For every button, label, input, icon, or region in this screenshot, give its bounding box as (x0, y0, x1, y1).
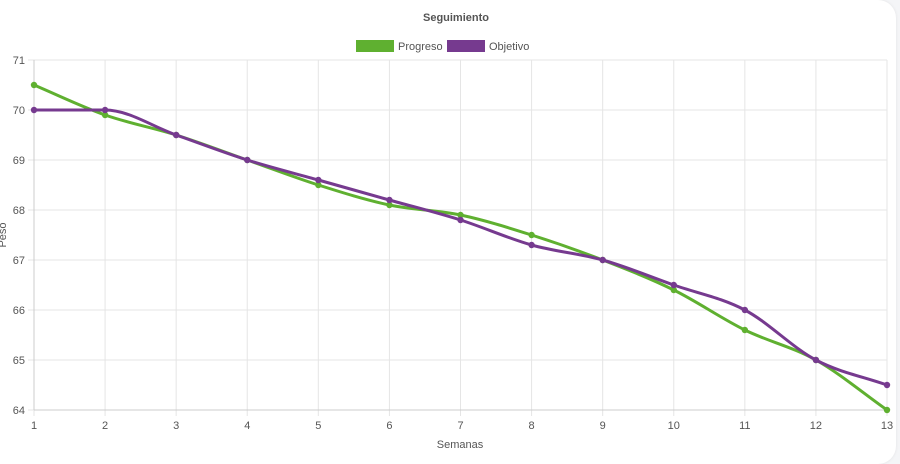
x-tick-label: 8 (529, 420, 535, 432)
data-point-objetivo[interactable] (315, 176, 322, 184)
legend[interactable]: Progreso Objetivo (356, 40, 529, 53)
x-tick-label: 1 (31, 420, 37, 432)
y-tick-label: 69 (13, 155, 25, 167)
x-tick-label: 3 (173, 420, 179, 432)
legend-label-progreso[interactable]: Progreso (398, 41, 443, 53)
data-point-progreso[interactable] (386, 201, 393, 209)
x-tick-label: 2 (102, 420, 108, 432)
y-tick-label: 66 (13, 305, 25, 317)
data-point-progreso[interactable] (101, 111, 109, 119)
data-point-objetivo[interactable] (670, 281, 677, 289)
y-tick-label: 71 (13, 55, 25, 67)
x-tick-label: 4 (244, 420, 250, 432)
data-point-progreso[interactable] (30, 81, 38, 89)
data-point-objetivo[interactable] (457, 216, 464, 224)
data-point-progreso[interactable] (528, 231, 535, 239)
data-point-objetivo[interactable] (244, 156, 251, 164)
legend-label-objetivo[interactable]: Objetivo (489, 41, 529, 53)
data-point-objetivo[interactable] (30, 106, 38, 114)
x-tick-label: 12 (810, 420, 822, 432)
x-axis-label: Semanas (437, 439, 484, 451)
data-point-objetivo[interactable] (883, 381, 891, 389)
y-tick-label: 68 (13, 205, 25, 217)
y-tick-label: 67 (13, 255, 25, 267)
data-point-objetivo[interactable] (599, 256, 606, 264)
x-tick-label: 11 (739, 420, 750, 432)
x-tick-label: 5 (315, 420, 321, 432)
grid (28, 59, 888, 416)
data-point-progreso[interactable] (670, 286, 677, 294)
data-point-objetivo[interactable] (386, 196, 393, 204)
x-tick-label: 7 (457, 420, 463, 432)
data-point-progreso[interactable] (883, 406, 891, 414)
x-axis-ticks: 1 2 3 4 5 6 7 8 9 10 11 12 13 (31, 420, 893, 432)
data-point-progreso[interactable] (457, 211, 464, 219)
x-tick-label: 6 (386, 420, 392, 432)
x-tick-label: 10 (668, 420, 680, 432)
data-point-objetivo[interactable] (101, 106, 109, 114)
data-point-objetivo[interactable] (172, 131, 180, 139)
series-lines (30, 81, 891, 414)
y-axis-label: Peso (0, 222, 9, 247)
data-point-objetivo[interactable] (812, 356, 820, 364)
legend-swatch-progreso[interactable] (356, 40, 394, 52)
y-tick-label: 70 (13, 105, 25, 117)
data-point-objetivo[interactable] (741, 306, 749, 314)
data-point-progreso[interactable] (315, 181, 322, 189)
legend-swatch-objetivo[interactable] (447, 40, 485, 52)
data-point-objetivo[interactable] (528, 241, 535, 249)
data-point-progreso[interactable] (741, 326, 749, 334)
y-axis-ticks: 64 65 66 67 68 69 70 71 (13, 55, 25, 417)
x-tick-label: 9 (600, 420, 606, 432)
chart-title: Seguimiento (423, 12, 489, 24)
y-tick-label: 64 (13, 405, 25, 417)
y-tick-label: 65 (13, 355, 25, 367)
x-tick-label: 13 (881, 420, 893, 432)
